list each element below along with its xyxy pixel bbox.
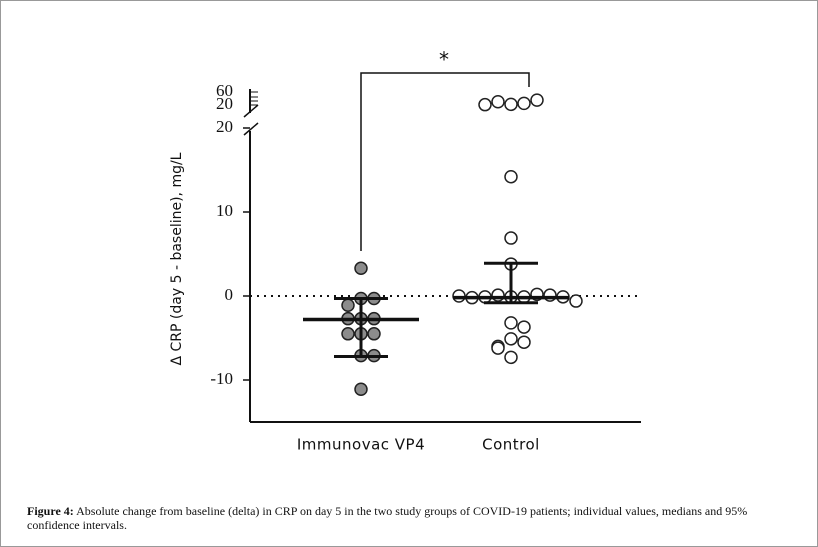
y-tick-label: -10 [210, 369, 233, 388]
significance-bracket [360, 72, 530, 251]
data-point [504, 332, 518, 346]
axis-break [243, 104, 259, 118]
data-point [341, 298, 355, 312]
x-tick-label: Immunovac VP4 [297, 436, 425, 454]
y-tick-label: 20 [216, 94, 233, 113]
data-point [354, 382, 368, 396]
data-point [341, 327, 355, 341]
data-point [504, 316, 518, 330]
y-tick-label: 0 [225, 285, 234, 304]
caption-label: Figure 4: [27, 504, 74, 518]
data-point [504, 350, 518, 365]
data-point [517, 96, 531, 111]
caption-text: Absolute change from baseline (delta) in… [27, 504, 748, 532]
y-tick-label: 10 [216, 201, 233, 220]
data-point [517, 335, 531, 349]
annotation: * [439, 48, 449, 72]
data-point [504, 231, 518, 245]
data-point [569, 294, 583, 308]
data-point [491, 95, 505, 109]
y-axis-label: Δ CRP (day 5 - baseline), mg/L [169, 152, 185, 365]
data-point [478, 97, 492, 112]
chart: Δ CRP (day 5 - baseline), mg/L * -10 0 10 2… [169, 48, 641, 454]
data-point [530, 93, 544, 107]
data-point [491, 341, 505, 355]
data-point [504, 97, 518, 112]
data-point [517, 320, 531, 334]
data-point [354, 261, 368, 276]
y-tick-label: 20 [216, 117, 233, 136]
axis-break [243, 122, 259, 136]
caption: Figure 4: Absolute change from baseline … [27, 504, 802, 532]
y-tick-label: 60 [216, 81, 233, 100]
data-point [367, 327, 381, 341]
x-tick-label: Control [482, 436, 540, 454]
data-point [504, 169, 518, 184]
